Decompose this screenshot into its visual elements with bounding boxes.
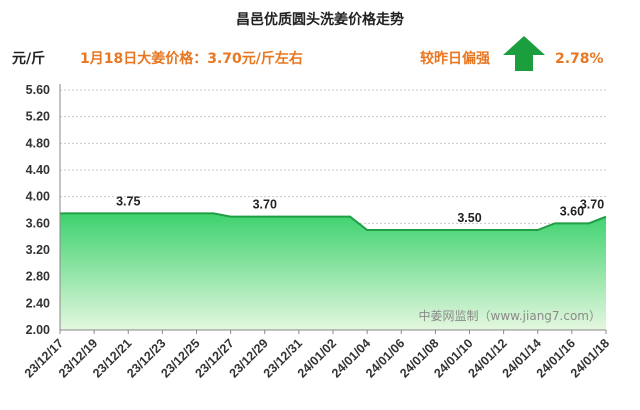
y-tick-label: 2.80: [26, 270, 50, 284]
up-arrow-icon: [503, 36, 545, 71]
data-labels: 3.75 3.703.50 3.603.70: [116, 194, 604, 225]
price-area: [60, 213, 606, 330]
chart-title: 昌邑优质圆头洗姜价格走势: [236, 11, 404, 28]
change-percent: 2.78%: [555, 51, 604, 67]
price-line: [60, 212, 607, 231]
data-label: 3.75: [116, 194, 140, 208]
data-label: 3.70: [253, 198, 277, 212]
watermark: 中姜网监制（www.jiang7.com）: [419, 308, 601, 323]
y-tick-label: 4.00: [26, 190, 50, 204]
y-tick-label: 3.20: [26, 243, 50, 257]
y-tick-label: 2.00: [26, 323, 50, 337]
x-axis: 23/12/1723/12/1923/12/2123/12/2323/12/25…: [22, 330, 612, 381]
data-label: 3.60: [560, 204, 584, 218]
unit-label: 元/斤: [12, 50, 45, 67]
compare-label: 较昨日偏强: [420, 50, 490, 67]
price-note: 1月18日大姜价格：3.70元/斤左右: [80, 50, 303, 67]
y-tick-label: 2.40: [26, 296, 50, 310]
data-label: 3.50: [457, 211, 481, 225]
y-tick-label: 4.80: [26, 136, 50, 150]
data-label: 3.70: [580, 198, 604, 212]
y-tick-label: 3.60: [26, 216, 50, 230]
y-tick-label: 4.40: [26, 163, 50, 177]
y-tick-label: 5.20: [26, 110, 50, 124]
y-tick-label: 5.60: [26, 83, 50, 97]
y-axis: 2.00 2.40 2.80 3.20 3.60 4.00 4.40 4.80 5.20 5.60: [26, 83, 50, 337]
